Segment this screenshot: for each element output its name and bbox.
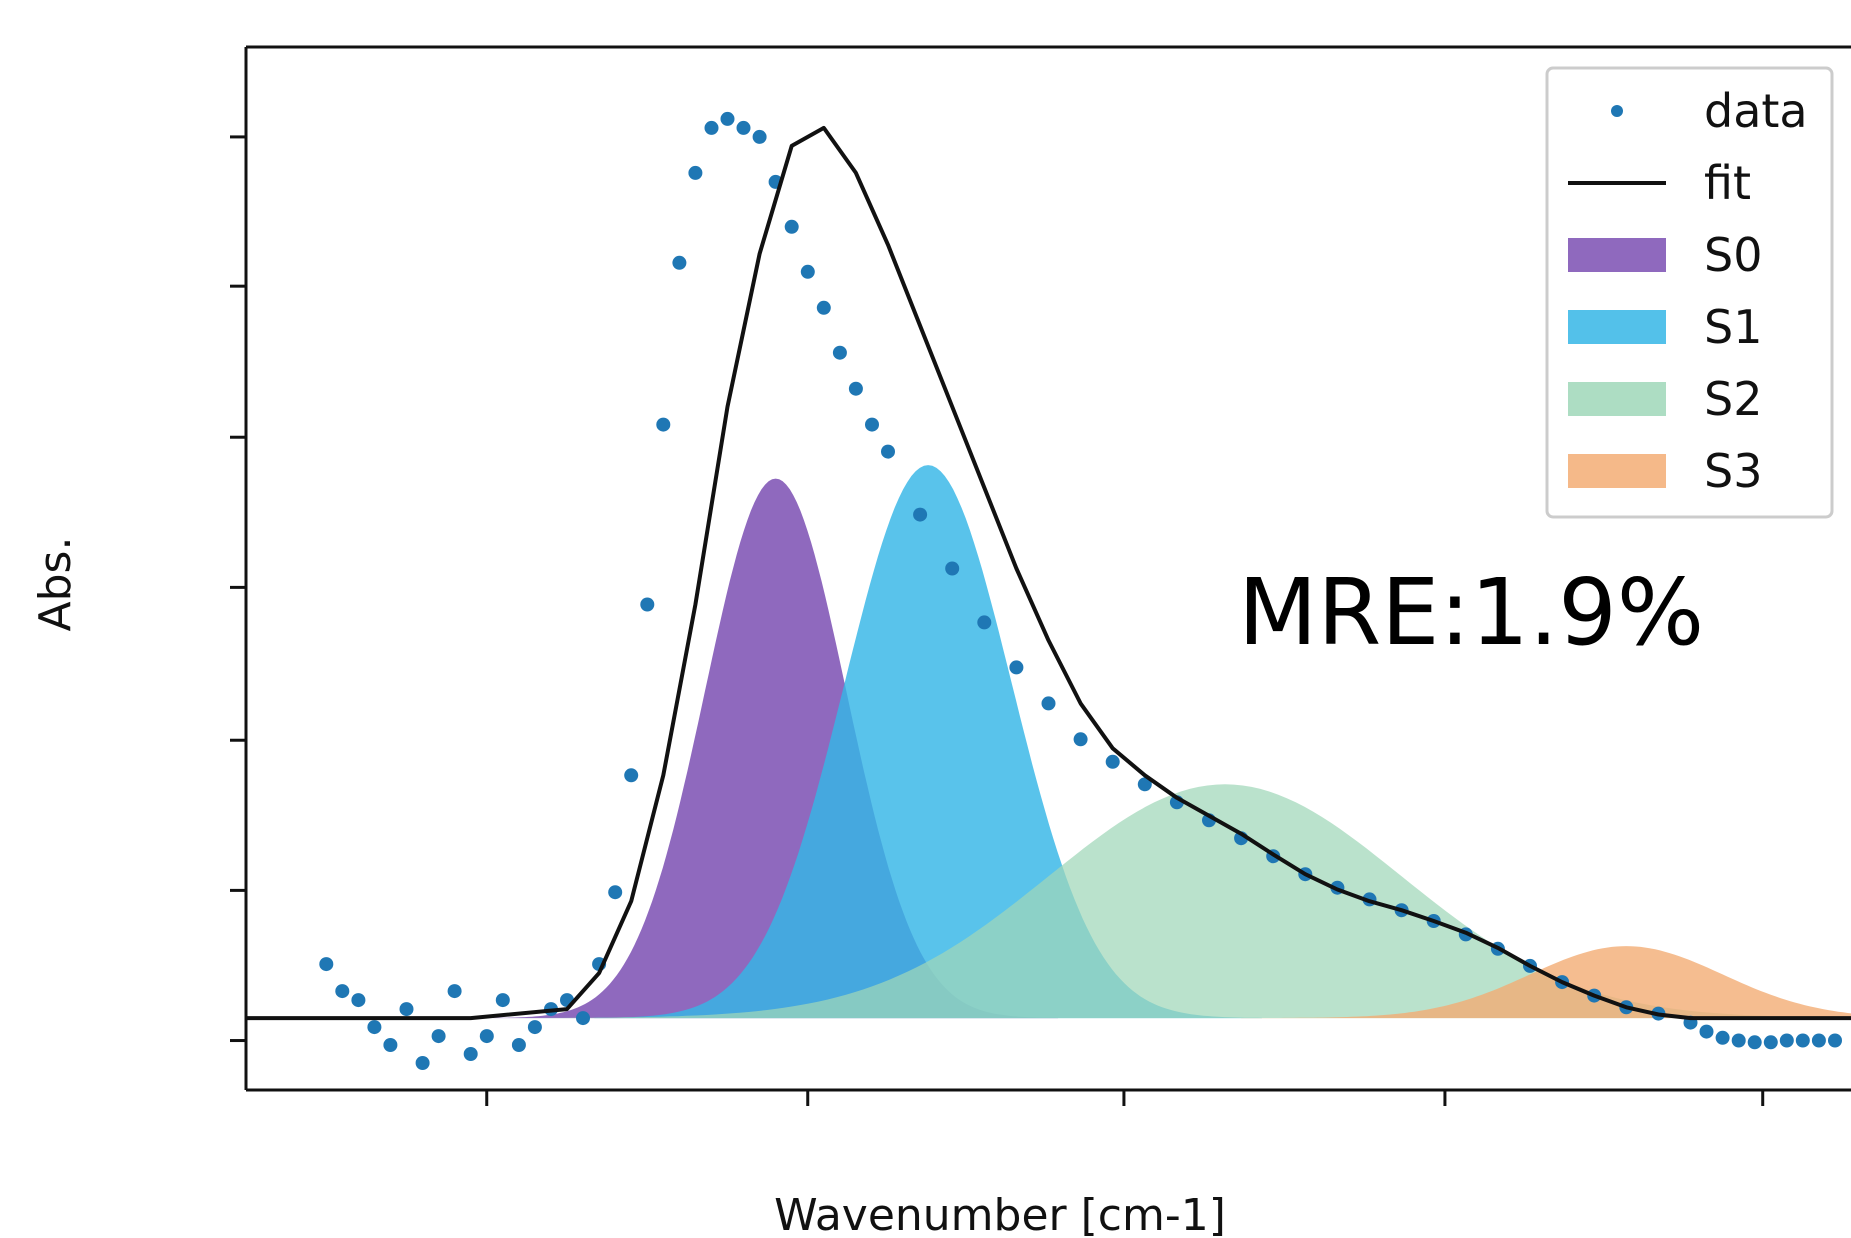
- fit-line: [246, 125, 1851, 1021]
- legend-entry-s2: S2: [1568, 372, 1762, 426]
- y-axis-label: Abs.: [30, 537, 81, 632]
- data-point: [383, 1038, 398, 1052]
- data-point: [1795, 1033, 1810, 1048]
- legend-swatch-s3: [1568, 454, 1666, 488]
- legend-label: S1: [1704, 300, 1762, 354]
- data-point: [720, 111, 735, 126]
- data-point: [752, 129, 767, 144]
- x-axis-label: Wavenumber [cm-1]: [774, 1190, 1226, 1238]
- data-point: [832, 345, 847, 360]
- data-point: [479, 1029, 494, 1044]
- data-point: [1811, 1033, 1826, 1048]
- data-point: [816, 300, 831, 315]
- legend-marker-data: [1611, 105, 1623, 117]
- data-point: [527, 1020, 542, 1035]
- data-point: [1747, 1035, 1762, 1050]
- legend-swatch-s2: [1568, 382, 1666, 416]
- data-point: [848, 381, 863, 396]
- legend-entry-s0: S0: [1568, 228, 1762, 282]
- data-point: [704, 120, 719, 135]
- data-point: [1828, 1033, 1842, 1048]
- fit-line-group: [246, 125, 1851, 1021]
- data-point: [1731, 1033, 1746, 1048]
- data-points: [319, 111, 1842, 1070]
- data-point: [335, 984, 350, 999]
- data-point: [351, 993, 366, 1008]
- data-point: [367, 1020, 382, 1035]
- data-point: [1105, 754, 1120, 769]
- data-point: [624, 768, 639, 783]
- data-point: [1041, 696, 1056, 711]
- data-point: [415, 1056, 430, 1070]
- data-point: [1699, 1024, 1714, 1039]
- data-point: [881, 444, 895, 459]
- data-point: [495, 993, 510, 1008]
- data-point: [1073, 732, 1088, 747]
- data-point: [1779, 1033, 1794, 1048]
- data-point: [608, 885, 623, 900]
- data-point: [1009, 660, 1024, 675]
- legend-label: data: [1704, 84, 1808, 138]
- data-point: [447, 984, 462, 999]
- legend: data fit S0 S1 S2 S3: [1545, 66, 1834, 519]
- data-point: [688, 165, 703, 180]
- data-point: [1715, 1030, 1730, 1045]
- data-point: [1763, 1035, 1778, 1050]
- data-point: [672, 255, 687, 270]
- legend-swatch-s1: [1568, 310, 1666, 344]
- legend-swatch-s0: [1568, 238, 1666, 272]
- legend-entry-s1: S1: [1568, 300, 1762, 354]
- component-area-s0: [493, 478, 1059, 1019]
- y-ticks: [230, 135, 246, 1043]
- data-point: [399, 1002, 414, 1017]
- legend-entry-s3: S3: [1568, 444, 1762, 498]
- data-point: [865, 417, 879, 432]
- data-point: [784, 219, 799, 234]
- legend-label: fit: [1704, 156, 1751, 210]
- data-point: [463, 1047, 478, 1061]
- component-area-s3: [1241, 946, 1851, 1019]
- legend-entry-fit: fit: [1568, 156, 1751, 210]
- mre-annotation: MRE:1.9%: [1238, 559, 1704, 666]
- data-point: [656, 417, 671, 432]
- data-point: [913, 507, 928, 522]
- data-point: [1137, 777, 1152, 792]
- data-point: [319, 957, 334, 972]
- legend-label: S3: [1704, 444, 1762, 498]
- data-point: [431, 1029, 446, 1044]
- data-point: [576, 1011, 590, 1026]
- x-ticks: [485, 1090, 1765, 1106]
- data-point: [736, 120, 751, 135]
- data-point: [977, 615, 992, 630]
- data-point: [945, 561, 960, 576]
- data-point: [800, 264, 815, 279]
- data-point: [511, 1038, 526, 1052]
- legend-label: S2: [1704, 372, 1762, 426]
- legend-label: S0: [1704, 228, 1762, 282]
- data-point: [640, 597, 655, 612]
- legend-entry-data: data: [1611, 84, 1808, 138]
- component-area-s1: [594, 465, 1262, 1019]
